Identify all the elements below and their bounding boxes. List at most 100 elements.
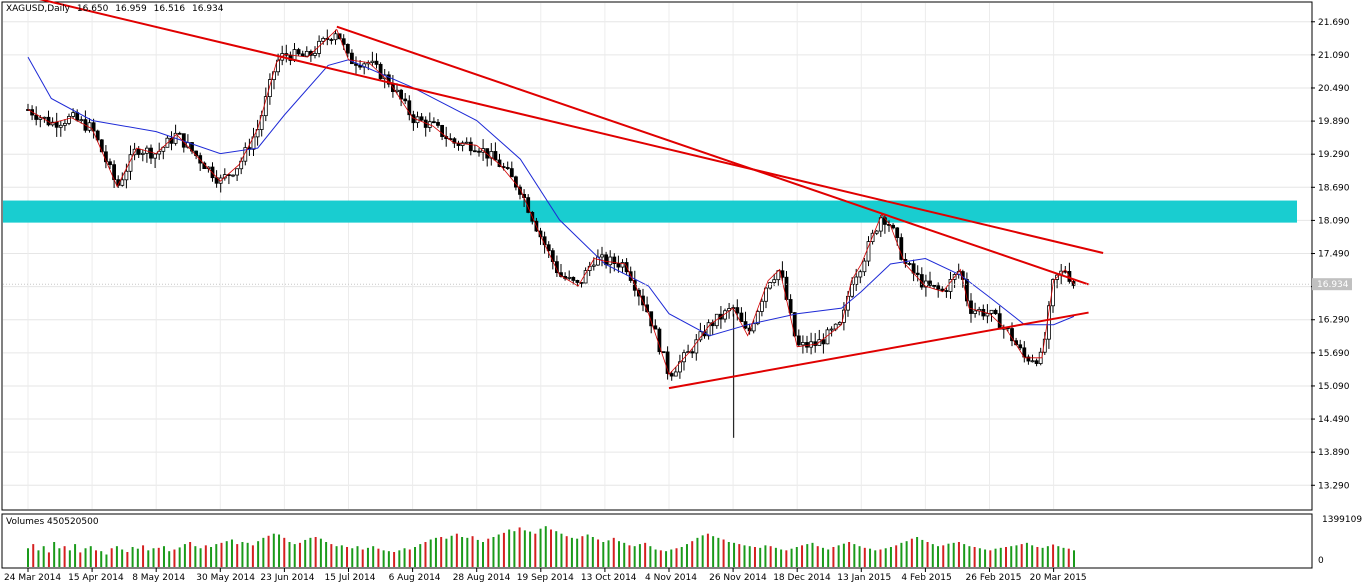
y-tick-label: 17.490 (1318, 250, 1350, 260)
candle-body (694, 339, 699, 354)
y-tick-label: 15.090 (1318, 382, 1350, 392)
candle-body (382, 74, 387, 80)
candle-body (378, 63, 383, 80)
volume-panel-frame (1, 513, 1313, 569)
x-tick-label: 18 Dec 2014 (773, 573, 831, 583)
candle-body (300, 53, 305, 57)
candle-body (243, 147, 248, 162)
candle-body (591, 264, 596, 267)
candle-body (850, 283, 854, 297)
candle-body (440, 124, 445, 137)
candle-body (67, 116, 71, 124)
y-tick-label: 18.690 (1318, 183, 1350, 193)
candle-body (403, 98, 408, 102)
volume-axis-zero-label: 0 (1318, 556, 1324, 566)
trendlines-layer[interactable] (28, 0, 1104, 390)
candle-body (768, 282, 772, 289)
candle-body (612, 256, 617, 264)
candle-body (866, 241, 871, 262)
trendline-2[interactable] (336, 25, 1089, 286)
candle-body (993, 309, 998, 315)
candle-body (477, 150, 481, 153)
candle-body (71, 112, 75, 117)
candle-body (1034, 360, 1039, 364)
candle-body (944, 290, 949, 292)
candle-body (153, 153, 158, 159)
candle-body (329, 39, 334, 41)
y-tick-label: 13.290 (1318, 481, 1350, 491)
candle-body (79, 119, 84, 122)
last-price-box (1312, 278, 1352, 291)
candle-body (616, 263, 621, 268)
candle-body (932, 284, 936, 287)
candle-body (735, 307, 740, 314)
candle-body (796, 335, 801, 346)
candle-body (354, 63, 358, 66)
x-tick-label: 13 Jan 2015 (837, 573, 891, 583)
candle-body (267, 79, 272, 98)
candle-body (349, 52, 354, 65)
candle-body (837, 322, 842, 325)
candle-body (341, 38, 346, 45)
last-price-tag: 16.934 (3, 278, 1352, 291)
candle-body (38, 117, 43, 120)
y-tick-label: 20.490 (1318, 84, 1350, 94)
candle-body (464, 141, 469, 144)
trendline-1[interactable] (28, 0, 1104, 254)
y-tick-label: 21.090 (1318, 51, 1350, 61)
volume-label: Volumes (6, 517, 45, 527)
candle-body (669, 373, 674, 377)
candle-body (575, 280, 580, 283)
candle-body (649, 311, 654, 327)
low-value: 16.516 (153, 4, 186, 14)
candle-body (108, 161, 112, 166)
candle-body (645, 304, 649, 313)
trendline-3[interactable] (668, 311, 1089, 390)
candle-body (1010, 328, 1014, 342)
x-tick-label: 15 Jul 2014 (325, 573, 376, 583)
candle-body (149, 147, 153, 159)
price-panel-frame (1, 1, 1313, 511)
candle-body (936, 285, 941, 290)
candle-body (620, 262, 625, 268)
candle-body (899, 237, 904, 260)
candle-body (973, 310, 977, 314)
candle-body (600, 254, 604, 258)
candle-body (673, 371, 678, 377)
candle-body (940, 288, 945, 291)
candle-body (755, 311, 760, 325)
x-tick-label: 15 Apr 2014 (68, 573, 124, 583)
high-value: 16.959 (115, 4, 147, 14)
candle-body (95, 130, 100, 141)
time-axis: 24 Mar 2014 15 Apr 2014 8 May 2014 30 May 2… (4, 568, 1087, 583)
candle-body (985, 313, 990, 317)
candle-body (682, 352, 686, 363)
candle-body (997, 313, 1002, 330)
candle-body (518, 186, 522, 195)
x-tick-label: 4 Nov 2014 (645, 573, 697, 583)
x-tick-label: 6 Aug 2014 (389, 573, 441, 583)
y-tick-label: 19.890 (1318, 117, 1350, 127)
resistance-zone (3, 200, 1297, 223)
candle-body (99, 139, 104, 153)
candle-body (829, 328, 834, 331)
candle-body (874, 230, 879, 234)
candle-body (124, 170, 129, 181)
candle-body (772, 279, 777, 283)
candle-body (526, 197, 531, 213)
candle-body (75, 112, 80, 121)
candle-body (760, 300, 764, 312)
candle-body (641, 295, 645, 306)
candle-body (538, 230, 543, 238)
y-tick-label: 16.290 (1318, 316, 1350, 326)
candle-body (678, 361, 682, 373)
candle-body (706, 322, 711, 337)
candle-body (891, 224, 895, 229)
x-tick-label: 23 Jun 2014 (260, 573, 314, 583)
x-tick-label: 24 Mar 2014 (4, 573, 61, 583)
candle-body (862, 260, 867, 273)
candle-body (509, 168, 514, 178)
y-tick-label: 15.690 (1318, 349, 1350, 359)
